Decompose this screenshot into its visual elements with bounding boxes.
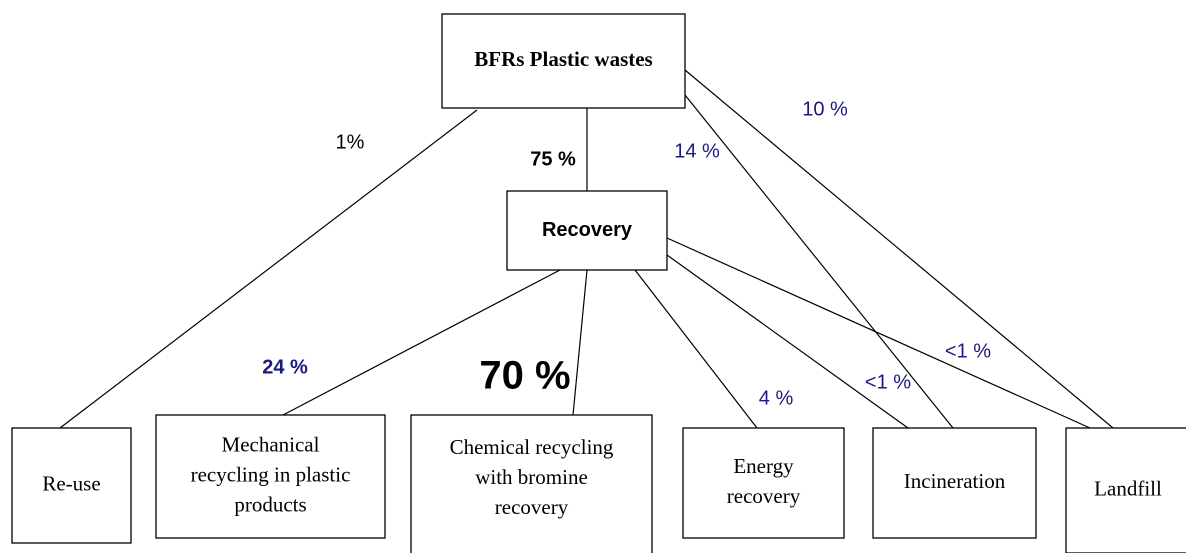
- edge-label: 1%: [336, 131, 365, 153]
- edge-label: 70 %: [479, 354, 570, 398]
- node-box: [155, 414, 386, 539]
- node-box: [410, 414, 653, 553]
- connector: [666, 237, 1091, 429]
- node-label: Chemical recycling: [450, 435, 614, 459]
- node-box: [1065, 427, 1186, 553]
- edge-label: 10 %: [802, 98, 848, 120]
- node-label: Recovery: [542, 219, 633, 241]
- node-box: [506, 190, 668, 271]
- node-label: Incineration: [904, 469, 1006, 493]
- connector: [59, 109, 478, 429]
- node-label: Energy: [733, 454, 794, 478]
- node-label: recycling in plastic: [191, 462, 351, 486]
- node-label: products: [234, 492, 306, 516]
- edge-label: 24 %: [262, 356, 308, 378]
- node-label: Mechanical: [222, 432, 320, 456]
- edge-label: 4 %: [759, 387, 794, 409]
- node-label: recovery: [727, 484, 801, 508]
- node-label: Landfill: [1094, 476, 1162, 500]
- node-label: with bromine: [475, 465, 588, 489]
- node-box: [872, 427, 1037, 539]
- connector: [684, 69, 1114, 429]
- node-box: [11, 427, 132, 544]
- connector: [282, 269, 561, 416]
- node-label: recovery: [495, 495, 569, 519]
- connector: [634, 269, 758, 429]
- node-label: BFRs Plastic wastes: [474, 47, 652, 71]
- connector: [666, 254, 909, 429]
- edge-label: 75 %: [530, 148, 576, 170]
- node-box: [682, 427, 845, 539]
- edge-label: 14 %: [674, 140, 720, 162]
- edge-label: <1 %: [865, 371, 911, 393]
- connector: [572, 269, 588, 416]
- node-label: Re-use: [42, 471, 100, 495]
- edge-label: <1 %: [945, 340, 991, 362]
- connector: [684, 94, 954, 429]
- node-box: [441, 13, 686, 109]
